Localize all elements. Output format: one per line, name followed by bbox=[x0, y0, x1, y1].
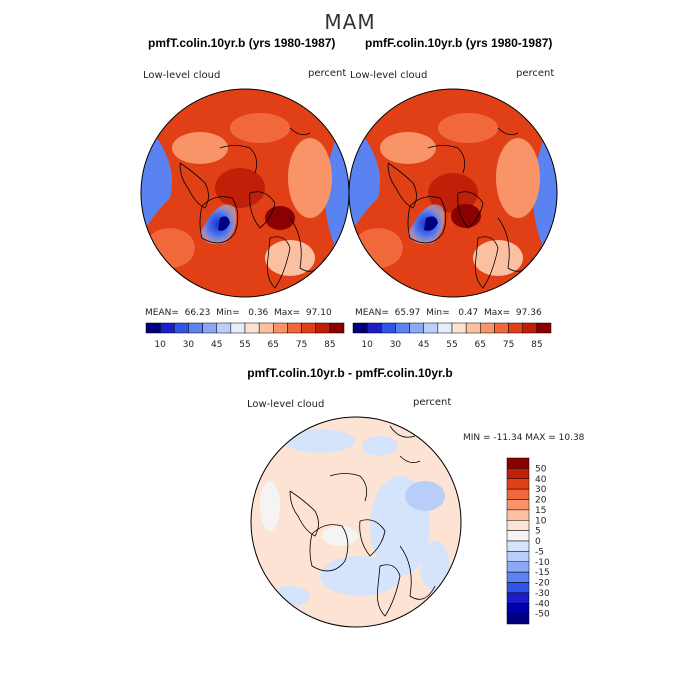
difference-units-label: percent bbox=[413, 397, 452, 408]
panel-1-polar-map bbox=[140, 88, 350, 298]
panel-1-stats: MEAN= 66.23 Min= 0.36 Max= 97.10 bbox=[145, 308, 332, 318]
colorbar-tick-label: 85 bbox=[531, 340, 542, 350]
colorbar-swatch bbox=[366, 322, 382, 334]
colorbar-swatch bbox=[145, 322, 161, 334]
panel-2-units-label: percent bbox=[516, 68, 555, 79]
colorbar-swatch bbox=[174, 322, 189, 334]
panel-2-colorbar: 1030455565758595 bbox=[352, 322, 552, 350]
colorbar-tick-label: 45 bbox=[418, 340, 429, 350]
diff-colorbar-tick-label: -50 bbox=[535, 610, 550, 620]
colorbar-tick-label: 45 bbox=[211, 340, 222, 350]
diff-colorbar-tick-label: -40 bbox=[535, 599, 550, 609]
diff-colorbar-swatch bbox=[506, 499, 530, 511]
colorbar-swatch bbox=[508, 322, 523, 334]
difference-stats: MIN = -11.34 MAX = 10.38 bbox=[463, 433, 585, 443]
colorbar-tick-label: 30 bbox=[183, 340, 195, 350]
difference-polar-map bbox=[250, 416, 462, 628]
diff-colorbar-swatch bbox=[506, 603, 530, 614]
diff-colorbar-swatch bbox=[506, 592, 530, 604]
diff-colorbar-tick-label: -10 bbox=[535, 558, 550, 568]
diff-colorbar-swatch bbox=[506, 582, 530, 594]
colorbar-swatch bbox=[437, 322, 453, 334]
diff-colorbar-swatch bbox=[506, 561, 530, 573]
diff-colorbar-swatch bbox=[506, 457, 530, 469]
diff-colorbar-swatch bbox=[506, 571, 530, 583]
colorbar-tick-label: 55 bbox=[446, 340, 457, 350]
panel-1-title: pmfT.colin.10yr.b (yrs 1980-1987) bbox=[148, 36, 336, 50]
colorbar-swatch bbox=[273, 322, 288, 334]
diff-colorbar-tick-label: -5 bbox=[535, 547, 544, 557]
colorbar-swatch bbox=[329, 322, 345, 334]
colorbar-swatch bbox=[522, 322, 538, 334]
diff-colorbar-swatch bbox=[506, 540, 530, 552]
diff-colorbar-tick-label: -20 bbox=[535, 579, 550, 589]
diff-colorbar-swatch bbox=[506, 478, 530, 490]
diff-colorbar-tick-label: 30 bbox=[535, 485, 547, 495]
colorbar-tick-label: 65 bbox=[475, 340, 486, 350]
colorbar-tick-label: 55 bbox=[239, 340, 250, 350]
diff-colorbar-swatch bbox=[506, 613, 530, 625]
diff-colorbar-swatch bbox=[506, 551, 530, 562]
colorbar-swatch bbox=[159, 322, 175, 334]
colorbar-swatch bbox=[287, 322, 302, 334]
diff-colorbar-tick-label: -30 bbox=[535, 589, 550, 599]
diff-colorbar-tick-label: 5 bbox=[535, 527, 541, 537]
colorbar-swatch bbox=[451, 322, 467, 334]
colorbar-tick-label: 10 bbox=[361, 340, 373, 350]
diff-colorbar-swatch bbox=[506, 530, 530, 542]
colorbar-swatch bbox=[381, 322, 396, 334]
colorbar-swatch bbox=[301, 322, 316, 334]
diff-colorbar-swatch bbox=[506, 468, 530, 479]
diff-colorbar-tick-label: 0 bbox=[535, 537, 541, 547]
colorbar-swatch bbox=[202, 322, 217, 334]
diff-colorbar-tick-label: 20 bbox=[535, 496, 547, 506]
colorbar-swatch bbox=[423, 322, 439, 334]
colorbar-swatch bbox=[395, 322, 410, 334]
colorbar-tick-label: 75 bbox=[503, 340, 514, 350]
colorbar-tick-label: 30 bbox=[390, 340, 402, 350]
colorbar-swatch bbox=[230, 322, 246, 334]
colorbar-swatch bbox=[258, 322, 274, 334]
colorbar-tick-label: 65 bbox=[268, 340, 279, 350]
difference-variable-label: Low-level cloud bbox=[247, 399, 325, 410]
diff-colorbar-tick-label: -15 bbox=[535, 568, 550, 578]
diff-colorbar-tick-label: 50 bbox=[535, 464, 547, 474]
page-title: MAM bbox=[324, 10, 376, 34]
colorbar-swatch bbox=[244, 322, 260, 334]
colorbar-swatch bbox=[409, 322, 424, 334]
diff-colorbar-swatch bbox=[506, 488, 530, 500]
colorbar-swatch bbox=[480, 322, 495, 334]
diff-colorbar-swatch bbox=[506, 520, 530, 531]
diff-colorbar-tick-label: 40 bbox=[535, 475, 547, 485]
panel-1-variable-label: Low-level cloud bbox=[143, 70, 221, 81]
colorbar-swatch bbox=[315, 322, 331, 334]
colorbar-tick-label: 10 bbox=[154, 340, 166, 350]
panel-2-variable-label: Low-level cloud bbox=[350, 70, 428, 81]
panel-2-title: pmfF.colin.10yr.b (yrs 1980-1987) bbox=[365, 36, 553, 50]
difference-title: pmfT.colin.10yr.b - pmfF.colin.10yr.b bbox=[247, 366, 453, 380]
colorbar-swatch bbox=[352, 322, 368, 334]
colorbar-tick-label: 75 bbox=[296, 340, 307, 350]
colorbar-swatch bbox=[494, 322, 509, 334]
colorbar-swatch bbox=[188, 322, 203, 334]
panel-1-colorbar: 1030455565758595 bbox=[145, 322, 345, 350]
panel-2-polar-map bbox=[348, 88, 558, 298]
colorbar-tick-label: 85 bbox=[324, 340, 335, 350]
panel-1-units-label: percent bbox=[308, 68, 347, 79]
colorbar-swatch bbox=[465, 322, 481, 334]
colorbar-swatch bbox=[216, 322, 232, 334]
panel-2-stats: MEAN= 65.97 Min= 0.47 Max= 97.36 bbox=[355, 308, 542, 318]
diff-colorbar-swatch bbox=[506, 509, 530, 521]
diff-colorbar-tick-label: 15 bbox=[535, 506, 546, 516]
colorbar-swatch bbox=[536, 322, 552, 334]
diff-colorbar-tick-label: 10 bbox=[535, 516, 547, 526]
